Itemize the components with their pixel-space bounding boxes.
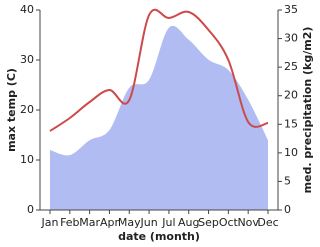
x-tick-label: Dec xyxy=(257,216,278,229)
y-tick-label: 30 xyxy=(20,53,34,66)
y-tick-label: 40 xyxy=(20,3,34,16)
x-tick-label: Nov xyxy=(237,216,259,229)
x-tick-label: Mar xyxy=(79,216,100,229)
x-tick-label: Oct xyxy=(219,216,239,229)
y2-tick-label: 10 xyxy=(284,146,298,159)
x-tick-label: Sep xyxy=(198,216,219,229)
y-tick-label: 20 xyxy=(20,103,34,116)
x-tick-label: May xyxy=(118,216,141,229)
precipitation-area xyxy=(50,25,268,211)
y2-tick-label: 0 xyxy=(284,203,291,216)
y-tick-label: 10 xyxy=(20,153,34,166)
y2-axis-label: med. precipitation (kg/m2) xyxy=(301,27,314,194)
x-tick-label: Jan xyxy=(41,216,59,229)
y2-tick-label: 35 xyxy=(284,3,298,16)
y2-tick-label: 30 xyxy=(284,32,298,45)
x-tick-label: Jul xyxy=(161,216,175,229)
y-tick-label: 0 xyxy=(27,203,34,216)
x-tick-label: Feb xyxy=(60,216,79,229)
x-tick-label: Apr xyxy=(100,216,120,229)
temperature-line xyxy=(49,8,269,132)
x-tick-label: Jun xyxy=(139,216,157,229)
y2-tick-label: 20 xyxy=(284,89,298,102)
y2-tick-label: 25 xyxy=(284,60,298,73)
y-axis-label: max temp (C) xyxy=(5,68,18,152)
x-axis-label: date (month) xyxy=(118,230,200,243)
y2-tick-label: 15 xyxy=(284,117,298,130)
y2-tick-label: 5 xyxy=(284,174,291,187)
x-tick-label: Aug xyxy=(178,216,199,229)
